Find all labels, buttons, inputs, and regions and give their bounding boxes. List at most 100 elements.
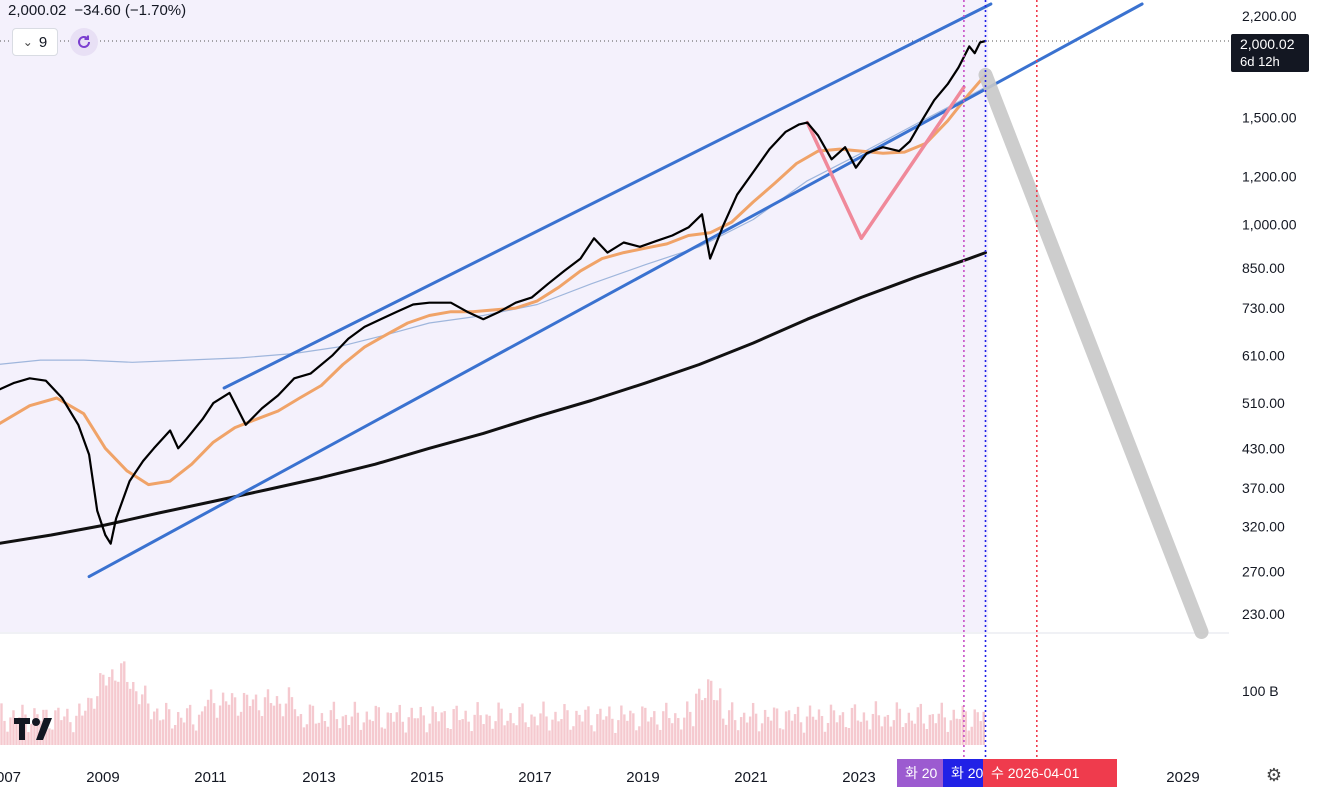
volume-bar <box>218 705 222 745</box>
volume-bar <box>566 710 569 745</box>
volume-bar <box>404 732 407 745</box>
volume-bar <box>895 702 899 745</box>
x-tick-label: 2009 <box>86 769 119 786</box>
volume-bar <box>724 724 728 745</box>
volume-bar <box>167 709 171 745</box>
volume-bar <box>48 728 51 745</box>
volume-bar <box>578 714 581 745</box>
price-tag-value: 2,000.02 <box>1240 36 1295 52</box>
volume-bar <box>78 703 81 745</box>
volume-bar <box>188 704 192 745</box>
projection-series-line <box>978 67 1209 639</box>
volume-bar <box>581 721 584 745</box>
volume-bar <box>24 714 27 745</box>
volume-bar <box>748 716 752 745</box>
y-tick-label: 320.00 <box>1242 519 1285 535</box>
volume-bar <box>159 720 162 745</box>
volume-bar <box>129 688 132 745</box>
volume-bar <box>641 706 644 745</box>
volume-bar <box>796 706 800 745</box>
volume-bar <box>569 729 572 745</box>
volume-bar <box>524 722 527 745</box>
volume-bar <box>712 700 716 745</box>
volume-bar <box>491 728 494 745</box>
volume-bar <box>230 693 234 745</box>
date-tag-label: 화 20 <box>951 765 983 781</box>
volume-bar <box>269 703 273 745</box>
volume-bar <box>784 711 788 745</box>
volume-bar <box>500 708 503 745</box>
volume-bar <box>742 712 746 745</box>
volume-bar <box>736 730 740 745</box>
volume-bar <box>60 720 63 745</box>
volume-bar <box>853 704 857 745</box>
y-tick-label: 270.00 <box>1242 564 1285 580</box>
volume-bar <box>15 720 18 745</box>
volume-bar <box>353 701 357 745</box>
volume-bar <box>132 681 135 745</box>
volume-bar <box>473 714 476 745</box>
volume-bar <box>260 716 264 745</box>
volume-bar <box>203 706 207 745</box>
volume-bar <box>66 708 69 745</box>
volume-bar <box>617 720 620 745</box>
volume-bar <box>105 685 108 745</box>
volume-bar <box>410 707 413 745</box>
date-tag-2[interactable]: 화 20 <box>943 759 983 787</box>
volume-bar <box>221 692 225 745</box>
volume-bar <box>272 705 276 745</box>
volume-bar <box>311 705 315 745</box>
x-tick-label: 2011 <box>194 769 226 786</box>
volume-bar <box>314 723 318 745</box>
volume-bar <box>296 716 300 745</box>
volume-bar <box>733 720 737 745</box>
volume-bar <box>176 712 180 745</box>
replay-button[interactable] <box>70 28 98 56</box>
volume-bar <box>620 705 623 745</box>
volume-bar <box>179 717 183 745</box>
volume-bar <box>545 716 548 745</box>
volume-bar <box>638 726 641 745</box>
volume-bar <box>156 708 159 745</box>
volume-bar <box>596 714 599 745</box>
volume-bar <box>494 721 497 745</box>
volume-bar <box>141 694 144 745</box>
volume-bar <box>111 669 114 745</box>
volume-bar <box>521 703 524 745</box>
volume-bar <box>233 697 237 745</box>
volume-bar <box>347 724 351 745</box>
sma-series-line <box>0 86 987 365</box>
volume-bar <box>63 716 66 745</box>
volume-bar <box>239 711 243 745</box>
volume-bar <box>554 711 557 745</box>
volume-bar <box>248 706 252 745</box>
y-tick-label: 430.00 <box>1242 440 1285 456</box>
volume-bar <box>952 709 955 745</box>
volume-bar <box>886 714 890 745</box>
volume-bar <box>147 703 150 745</box>
interval-selector[interactable]: ⌄ 9 <box>12 28 58 56</box>
volume-bar <box>590 725 593 745</box>
volume-bar <box>575 710 578 745</box>
volume-bar <box>805 716 809 745</box>
tradingview-logo-icon[interactable] <box>14 716 56 742</box>
volume-bar <box>467 721 470 745</box>
volume-bar <box>281 716 285 745</box>
volume-bar <box>868 729 872 745</box>
date-tag-1[interactable]: 화 20 <box>897 759 943 787</box>
gear-icon[interactable]: ⚙ <box>1265 765 1283 785</box>
volume-bar <box>54 710 57 745</box>
volume-bar <box>677 718 680 745</box>
volume-bar <box>928 714 932 745</box>
volume-bar <box>838 715 842 745</box>
replay-icon <box>78 35 90 48</box>
volume-bar <box>572 726 575 745</box>
volume-bar <box>479 715 482 745</box>
date-tag-3[interactable]: 수 2026-04-01 <box>983 759 1117 787</box>
volume-bar <box>170 728 174 745</box>
volume-bar <box>584 709 587 745</box>
volume-bar <box>913 723 917 745</box>
x-tick-label: 007 <box>0 769 21 786</box>
